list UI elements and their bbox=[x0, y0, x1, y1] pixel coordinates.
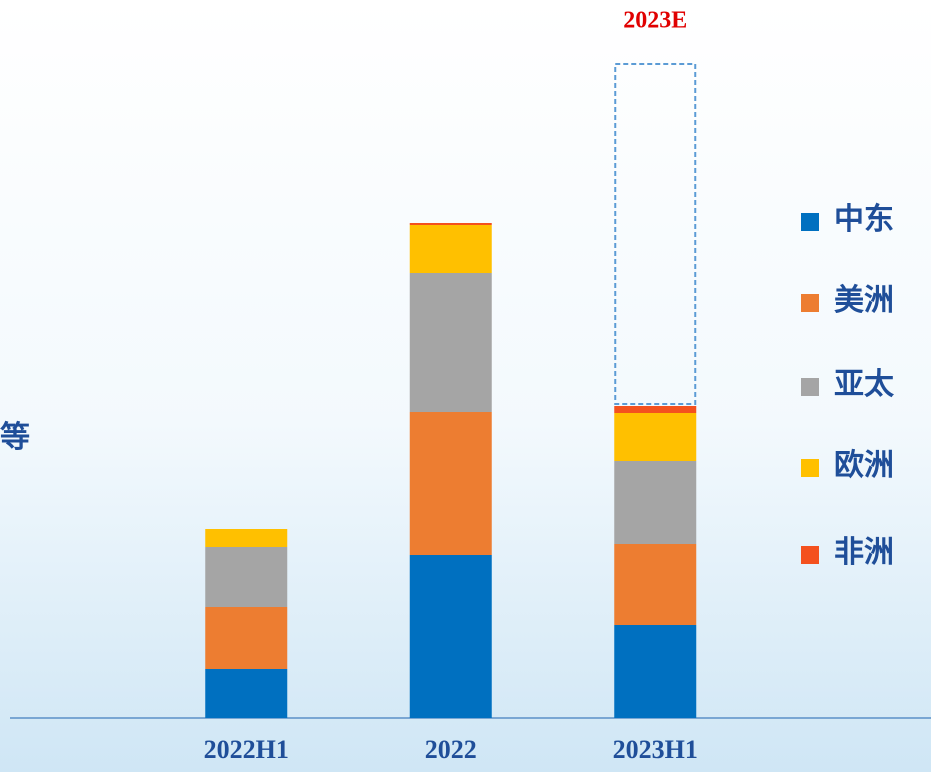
bar-segment bbox=[205, 669, 288, 718]
bar-segment bbox=[409, 225, 492, 273]
bar-segment bbox=[409, 273, 492, 412]
legend-label: 欧洲 bbox=[834, 449, 894, 482]
legend-swatch bbox=[801, 459, 819, 477]
bar-segment bbox=[205, 547, 288, 607]
projection-bar bbox=[614, 63, 697, 405]
legend-label: 亚太 bbox=[834, 368, 895, 401]
projection-label: 2023E bbox=[623, 8, 687, 34]
bar-segment bbox=[409, 412, 492, 555]
bar-segment bbox=[614, 461, 697, 544]
bar-segment bbox=[205, 529, 288, 547]
bar-segment bbox=[614, 406, 697, 413]
annotation: 等 bbox=[0, 420, 30, 454]
legend-label: 非洲 bbox=[834, 536, 894, 569]
bar-segment bbox=[614, 413, 697, 461]
bar-segment bbox=[614, 544, 697, 625]
bar-segment bbox=[614, 625, 697, 718]
bar-segment bbox=[409, 223, 492, 225]
x-tick-label: 2023H1 bbox=[613, 735, 698, 764]
bar-segment bbox=[205, 607, 288, 669]
legend-swatch bbox=[801, 378, 819, 396]
legend-label: 美洲 bbox=[834, 283, 894, 317]
legend-label: 中东 bbox=[834, 202, 894, 236]
bar-segment bbox=[409, 555, 492, 718]
legend-swatch bbox=[801, 294, 819, 312]
legend-swatch bbox=[801, 546, 819, 564]
legend-swatch bbox=[801, 213, 819, 231]
x-tick-label: 2022H1 bbox=[204, 735, 289, 764]
x-tick-label: 2022 bbox=[425, 735, 477, 764]
